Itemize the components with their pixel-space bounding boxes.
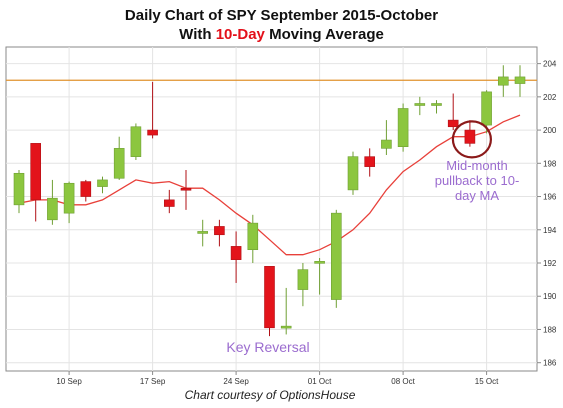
x-tick-label: 24 Sep — [223, 377, 249, 386]
highlight-circle — [451, 120, 492, 159]
candle — [80, 179, 92, 202]
candle-body — [314, 261, 325, 264]
candle — [97, 176, 108, 194]
candle-body — [297, 269, 309, 290]
candle-body — [230, 246, 242, 260]
candle — [364, 148, 376, 177]
annotation-pullback: Mid-month pullback to 10-day MA — [435, 158, 520, 203]
candle-body — [247, 222, 259, 251]
candle-body — [30, 143, 42, 201]
moving-average-line — [18, 114, 521, 256]
candle — [47, 179, 58, 225]
annotation-key-reversal: Key Reversal — [226, 339, 309, 355]
candle — [514, 65, 526, 97]
annotation-pullback-line: pullback to 10- — [435, 173, 520, 188]
candle-body — [80, 181, 92, 197]
y-tick-label: 204 — [543, 60, 557, 69]
y-tick-label: 186 — [543, 359, 557, 368]
candle-body — [447, 119, 459, 128]
candle-body — [414, 103, 426, 106]
candle — [397, 103, 409, 152]
y-tick-label: 196 — [543, 193, 557, 202]
y-tick-label: 188 — [543, 325, 557, 334]
candle-body — [214, 226, 225, 236]
candle — [214, 219, 225, 247]
title-line-2: With 10-Day Moving Average — [0, 25, 563, 44]
candle-body — [164, 199, 175, 207]
candle-body — [47, 197, 58, 221]
candle — [297, 263, 309, 307]
x-tick-label: 17 Sep — [140, 377, 166, 386]
candle-body — [280, 325, 292, 329]
candle — [414, 96, 426, 116]
x-tick-label: 15 Oct — [475, 377, 499, 386]
candle — [330, 209, 342, 308]
candle-body — [130, 126, 142, 157]
annotation-pullback-line: Mid-month — [446, 158, 507, 173]
chart-caption: Chart courtesy of OptionsHouse — [184, 388, 356, 402]
candle-body — [481, 91, 492, 126]
candle — [314, 258, 325, 295]
title-line-1: Daily Chart of SPY September 2015-Octobe… — [124, 7, 439, 24]
candle-body — [180, 187, 192, 191]
candle — [431, 100, 442, 114]
candle — [197, 219, 208, 247]
candle-body — [197, 231, 208, 234]
y-tick-label: 192 — [543, 259, 557, 268]
title-suffix: Moving Average — [264, 26, 384, 43]
candle-body — [264, 266, 275, 329]
x-tick-label: 08 Oct — [391, 377, 415, 386]
y-tick-label: 200 — [543, 126, 557, 135]
x-tick-label: 10 Sep — [56, 377, 82, 386]
candle-body — [364, 156, 376, 167]
candle-body — [113, 148, 125, 179]
chart-title: Daily Chart of SPY September 2015-Octobe… — [0, 6, 563, 44]
candle-body — [97, 179, 108, 187]
candle — [447, 93, 459, 131]
y-tick-label: 190 — [543, 292, 557, 301]
candle — [381, 120, 392, 155]
y-tick-label: 194 — [543, 226, 557, 235]
candle-body — [397, 108, 409, 147]
candle — [130, 123, 142, 160]
candle — [264, 266, 275, 337]
candle — [464, 120, 476, 147]
y-tick-label: 198 — [543, 159, 557, 168]
candle — [347, 151, 359, 195]
candle — [164, 189, 175, 214]
candle-body — [497, 76, 509, 86]
candle — [147, 81, 158, 139]
candle-body — [13, 172, 25, 206]
candle — [30, 143, 42, 222]
candle-body — [381, 139, 392, 149]
candle-body — [347, 156, 359, 191]
candle — [13, 169, 25, 214]
annotation-pullback-line: day MA — [455, 188, 499, 203]
candle — [280, 287, 292, 335]
candle-body — [464, 129, 476, 144]
candle-body — [514, 76, 526, 84]
title-prefix: With — [179, 26, 216, 43]
y-tick-label: 202 — [543, 93, 557, 102]
candle — [180, 169, 192, 210]
candle — [481, 90, 492, 134]
candle-body — [147, 129, 158, 136]
candle-body — [431, 103, 442, 106]
candle — [113, 136, 125, 180]
candle-body — [63, 182, 75, 214]
candle-body — [330, 212, 342, 300]
candle — [63, 181, 75, 224]
candle — [247, 214, 259, 263]
title-highlight: 10-Day — [215, 26, 265, 43]
candle — [497, 65, 509, 97]
candle — [230, 231, 242, 283]
x-tick-label: 01 Oct — [308, 377, 332, 386]
